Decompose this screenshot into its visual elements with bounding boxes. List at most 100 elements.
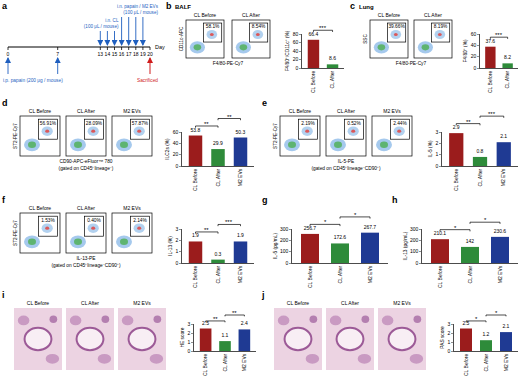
svg-text:IL-5-PE: IL-5-PE [338,159,354,164]
svg-text:(gated on CD45⁺lineage⁻CD90⁺): (gated on CD45⁺lineage⁻CD90⁺) [51,263,121,268]
svg-text:28.09%: 28.09% [86,121,103,126]
svg-text:***: *** [495,32,503,38]
svg-text:CL Before: CL Before [202,353,208,376]
svg-text:F4/80-PE-Cy7: F4/80-PE-Cy7 [396,61,427,66]
svg-text:60: 60 [173,129,179,135]
svg-text:CD90-APC-eFluor™ 780: CD90-APC-eFluor™ 780 [59,159,112,164]
svg-text:*: * [454,225,457,231]
svg-text:3: 3 [176,226,179,232]
svg-text:20: 20 [173,151,179,157]
svg-text:18: 18 [133,51,139,57]
svg-text:PAS score: PAS score [440,326,445,349]
svg-text:M2 EVs: M2 EVs [497,265,503,283]
svg-text:0: 0 [188,348,191,354]
svg-text:IL-13 (pg/mL): IL-13 (pg/mL) [403,231,408,260]
svg-text:*: * [324,219,327,225]
svg-text:j: j [261,290,265,300]
svg-text:*: * [495,310,498,316]
svg-text:172.6: 172.6 [334,234,347,240]
svg-text:1: 1 [176,248,179,254]
svg-text:56.91%: 56.91% [40,121,57,126]
svg-text:2: 2 [176,237,179,243]
svg-text:CL Before: CL Before [194,12,217,18]
svg-text:CL After: CL After [329,70,335,88]
svg-text:2.14%: 2.14% [133,218,147,223]
svg-text:*: * [484,217,487,223]
svg-text:0: 0 [286,260,289,266]
svg-text:80: 80 [293,31,299,37]
svg-text:3: 3 [436,129,439,135]
svg-text:0: 0 [416,260,419,266]
svg-text:256.7: 256.7 [304,225,317,231]
svg-text:CL After: CL After [77,205,95,211]
svg-text:i.p. papain (200 μg / mouse): i.p. papain (200 μg / mouse) [3,78,63,83]
svg-text:h: h [392,195,398,205]
svg-text:0.8: 0.8 [476,148,483,154]
svg-text:17: 17 [126,51,132,57]
svg-text:a: a [2,1,8,11]
svg-text:0: 0 [176,260,179,266]
svg-text:CL Before: CL Before [307,265,313,288]
svg-text:Lung: Lung [359,4,374,10]
svg-text:1: 1 [436,151,439,157]
svg-text:2.1: 2.1 [500,133,507,139]
svg-text:CL After: CL After [337,108,355,114]
svg-text:1.2: 1.2 [482,331,489,337]
svg-text:8.19%: 8.19% [434,24,448,29]
svg-text:CL After: CL After [467,265,473,283]
svg-text:b: b [166,1,172,11]
svg-text:230.6: 230.6 [494,228,507,234]
svg-text:19: 19 [140,51,146,57]
svg-text:15: 15 [112,51,118,57]
svg-text:F4/80-PE-Cy7: F4/80-PE-Cy7 [213,61,244,66]
svg-text:CL After: CL After [477,168,483,186]
svg-text:M2 EVs: M2 EVs [123,108,141,114]
svg-text:CL Before: CL Before [192,168,198,191]
svg-text:Day: Day [155,44,165,50]
svg-text:CL After: CL After [242,12,260,18]
svg-text:8.6: 8.6 [329,55,336,61]
svg-text:14: 14 [105,51,111,57]
svg-text:CL Before: CL Before [27,300,50,306]
svg-text:1: 1 [188,339,191,345]
svg-text:***: *** [488,111,496,117]
svg-text:2.1: 2.1 [502,323,509,329]
svg-text:16: 16 [119,51,125,57]
svg-text:CL Before: CL Before [192,265,198,288]
svg-text:**: ** [466,119,471,125]
svg-text:CD11c-APC: CD11c-APC [179,26,184,51]
svg-text:39.66%: 39.66% [388,24,405,29]
svg-text:BALF: BALF [175,4,191,10]
svg-text:40: 40 [471,42,477,48]
svg-text:0.52%: 0.52% [347,121,361,126]
svg-text:i: i [2,290,5,300]
svg-text:1.9: 1.9 [192,232,199,238]
svg-text:**: ** [213,316,218,322]
svg-text:1.9: 1.9 [237,232,244,238]
svg-text:CL Before: CL Before [437,265,443,288]
svg-text:M2 EVs: M2 EVs [383,108,401,114]
svg-text:50.3: 50.3 [236,129,246,135]
svg-text:ILC2s (%): ILC2s (%) [165,138,170,160]
svg-text:267.7: 267.7 [364,224,377,230]
svg-text:29.9: 29.9 [213,140,223,146]
svg-text:100: 100 [410,248,419,254]
svg-text:M2 EVs: M2 EVs [367,265,373,283]
svg-text:(gated on CD45⁺lineage⁻): (gated on CD45⁺lineage⁻) [59,166,114,171]
svg-text:SSC: SSC [363,34,368,44]
svg-text:F4/80⁺ (%): F4/80⁺ (%) [463,39,468,62]
svg-text:13: 13 [98,51,104,57]
svg-text:7: 7 [56,51,59,57]
svg-text:ST2-PE-Cy7: ST2-PE-Cy7 [13,220,18,246]
svg-text:2.5: 2.5 [462,320,469,326]
svg-text:CL Before: CL Before [463,353,469,376]
svg-text:60: 60 [293,39,299,45]
svg-text:2.5: 2.5 [202,320,209,326]
svg-text:IL-13 (%): IL-13 (%) [168,236,173,256]
svg-text:1.53%: 1.53% [41,218,55,223]
svg-text:0: 0 [448,348,451,354]
svg-text:37.6: 37.6 [485,38,495,44]
svg-text:IL-5 (pg/mL): IL-5 (pg/mL) [273,233,278,260]
svg-text:M2 EVs: M2 EVs [241,353,247,371]
svg-text:Sacrificed: Sacrificed [137,78,158,83]
